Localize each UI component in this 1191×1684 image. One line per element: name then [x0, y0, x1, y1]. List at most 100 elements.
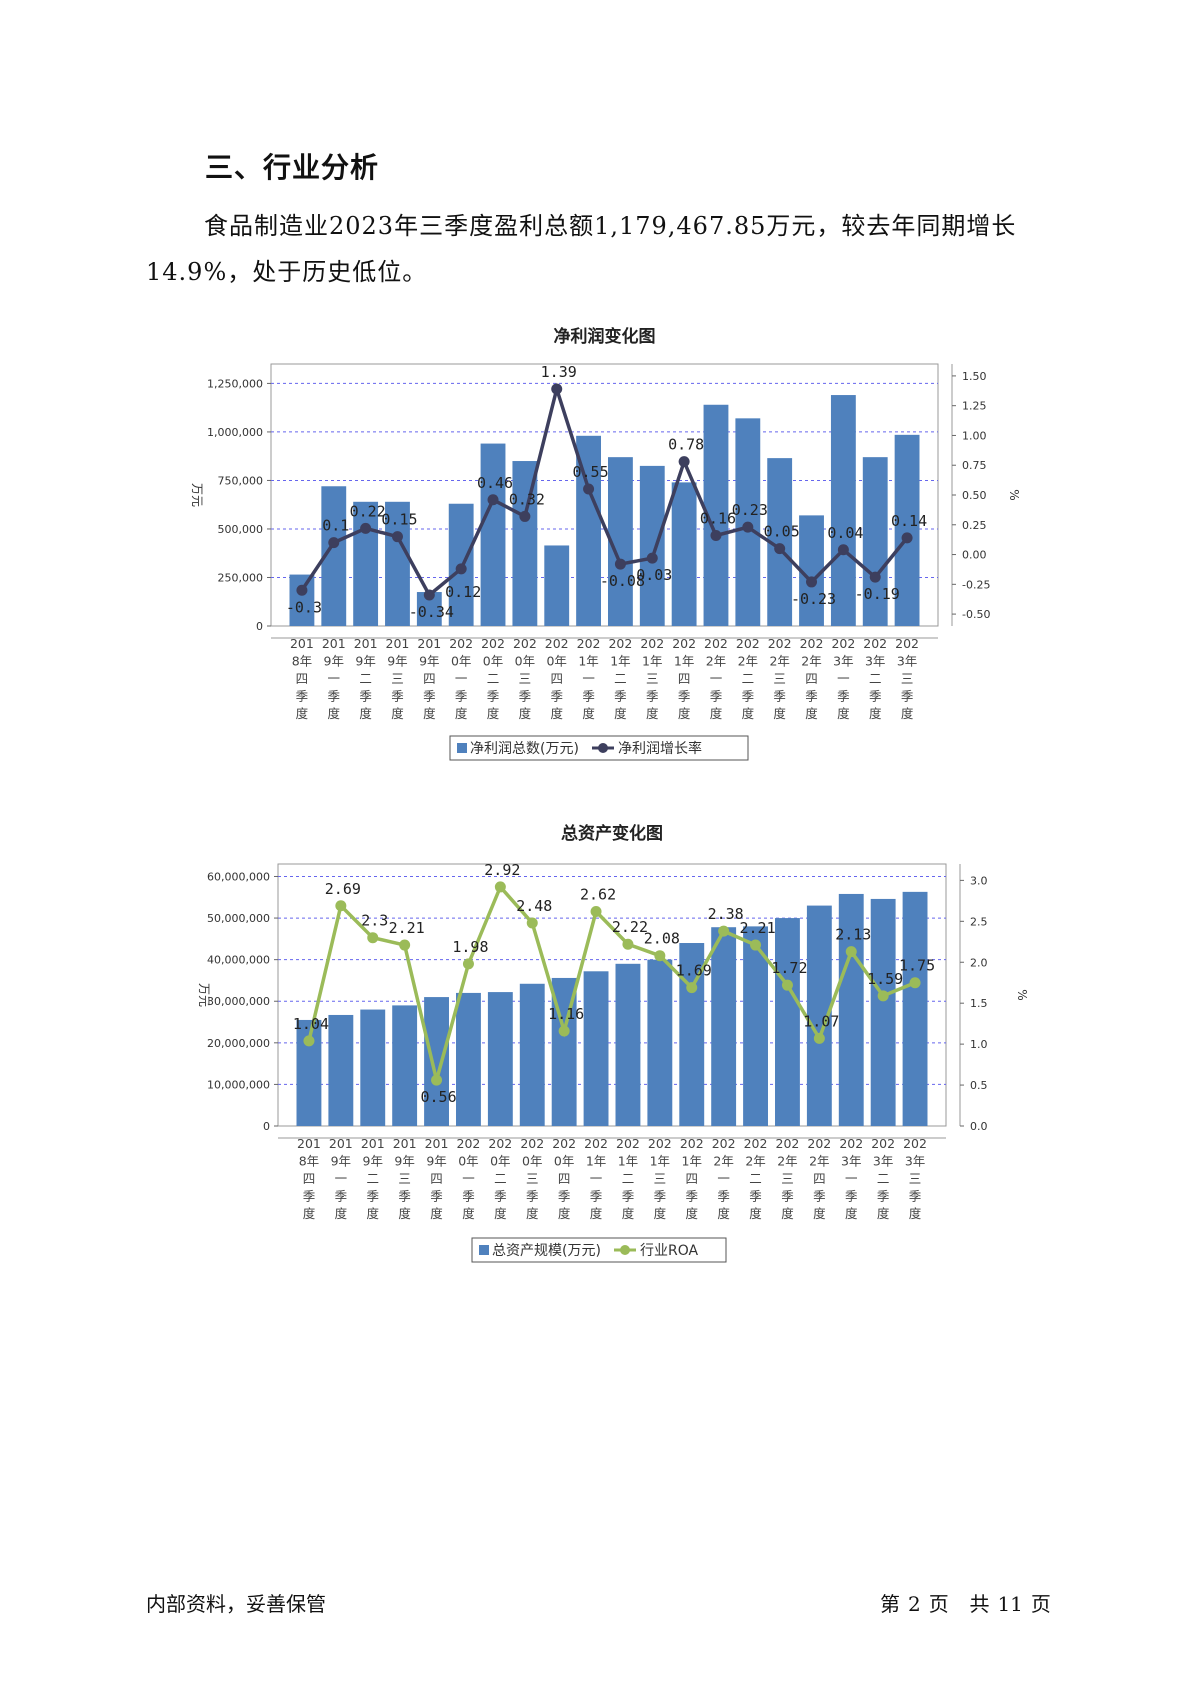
plot-area — [270, 363, 939, 627]
bar — [711, 927, 737, 1126]
data-label: 0.55 — [573, 463, 609, 481]
line-point — [455, 563, 467, 575]
x-tick-label: 度 — [781, 1206, 794, 1221]
bar — [385, 501, 410, 626]
x-tick-label: 202 — [616, 1136, 640, 1151]
x-tick-label: 202 — [768, 636, 792, 651]
y-tick-label: 1,000,000 — [207, 426, 263, 439]
x-tick-label: 一 — [717, 1171, 730, 1186]
legend-box — [471, 1237, 727, 1263]
data-label: 0.14 — [891, 512, 927, 530]
x-tick-label: 度 — [366, 1206, 379, 1221]
x-tick-label: 202 — [449, 636, 473, 651]
x-tick-label: 度 — [678, 706, 691, 721]
x-tick-label: 2年 — [809, 1154, 829, 1169]
x-tick-label: 度 — [622, 1206, 635, 1221]
x-tick-label: 季 — [423, 689, 436, 704]
x-tick-label: 度 — [398, 1206, 411, 1221]
data-label: 1.59 — [867, 970, 903, 988]
x-tick-label: 202 — [839, 1136, 863, 1151]
x-tick-label: 202 — [520, 1136, 544, 1151]
data-label: 1.16 — [548, 1005, 584, 1023]
y2-tick-label: 0.0 — [970, 1120, 988, 1133]
y-tick-label: 1,250,000 — [207, 377, 263, 390]
line-point — [845, 946, 857, 958]
x-tick-label: 202 — [871, 1136, 895, 1151]
bar — [424, 997, 449, 1126]
data-label: 2.21 — [389, 919, 425, 937]
y-tick-label: 250,000 — [218, 571, 264, 584]
line-point — [462, 958, 474, 970]
x-tick-label: 度 — [646, 706, 659, 721]
section-heading: 三、行业分析 — [205, 151, 380, 184]
x-tick-label: 0年 — [458, 1154, 478, 1169]
data-label: 0.23 — [732, 501, 768, 519]
data-label: 2.22 — [612, 918, 648, 936]
x-tick-label: 四 — [558, 1171, 571, 1186]
line-point — [494, 881, 506, 893]
x-tick-label: 9年 — [363, 1154, 383, 1169]
bar — [456, 992, 481, 1126]
x-tick-label: 9年 — [426, 1154, 446, 1169]
x-tick-label: 202 — [457, 1136, 481, 1151]
data-label: 0.16 — [700, 509, 736, 527]
summary-paragraph: 食品制造业2023年三季度盈利总额1,179,467.85万元，较去年同期增长1… — [146, 212, 1017, 286]
x-tick-label: 度 — [877, 1206, 890, 1221]
bar — [480, 443, 506, 626]
x-tick-label: 度 — [614, 706, 627, 721]
x-tick-label: 1年 — [674, 654, 694, 669]
line-point — [654, 950, 666, 962]
x-tick-label: 1年 — [682, 1154, 702, 1169]
x-tick-label: 3年 — [873, 1154, 893, 1169]
x-tick-label: 季 — [710, 689, 723, 704]
x-tick-label: 季 — [303, 1189, 316, 1204]
line-point — [877, 990, 889, 1002]
x-tick-label: 季 — [558, 1189, 571, 1204]
bar — [870, 898, 896, 1126]
x-tick-label: 季 — [526, 1189, 539, 1204]
page-num: 2 — [908, 1592, 921, 1616]
line-point — [813, 1032, 825, 1044]
x-tick-label: 度 — [462, 1206, 475, 1221]
plot-area — [277, 863, 947, 1127]
x-tick-label: 季 — [742, 689, 755, 704]
x-tick-label: 二 — [749, 1171, 762, 1186]
x-tick-label: 201 — [393, 1136, 417, 1151]
x-tick-label: 201 — [322, 636, 346, 651]
x-tick-label: 202 — [488, 1136, 512, 1151]
y-tick-label: 0 — [263, 1120, 270, 1133]
total-prefix: 共 — [969, 1592, 990, 1616]
data-label: 0.1 — [322, 517, 349, 535]
x-tick-label: 一 — [710, 671, 723, 686]
x-tick-label: 202 — [903, 1136, 927, 1151]
x-tick-label: 201 — [425, 1136, 449, 1151]
y2-tick-label: 2.5 — [970, 915, 988, 928]
x-tick-label: 二 — [742, 671, 755, 686]
bar — [487, 992, 513, 1126]
x-tick-label: 0年 — [546, 654, 566, 669]
x-tick-label: 度 — [710, 706, 723, 721]
total-num: 11 — [997, 1592, 1023, 1616]
x-tick-label: 1年 — [586, 1154, 606, 1169]
x-tick-label: 202 — [807, 1136, 831, 1151]
x-tick-label: 四 — [550, 671, 563, 686]
x-tick-label: 季 — [773, 689, 786, 704]
line-point — [367, 932, 379, 944]
data-label: -0.19 — [855, 585, 900, 603]
x-tick-label: 季 — [805, 689, 818, 704]
line-point — [869, 571, 881, 583]
x-tick-label: 一 — [582, 671, 595, 686]
y-tick-label: 30,000,000 — [207, 995, 270, 1008]
x-tick-label: 度 — [749, 1206, 762, 1221]
bar — [830, 395, 856, 626]
line-point — [710, 529, 722, 541]
y-tick-label: 40,000,000 — [207, 954, 270, 967]
x-tick-label: 2年 — [769, 654, 789, 669]
x-tick-label: 季 — [590, 1189, 603, 1204]
x-tick-label: 三 — [909, 1171, 922, 1186]
chart-title: 总资产变化图 — [561, 823, 663, 844]
data-label: 1.07 — [803, 1012, 839, 1030]
bar — [894, 434, 920, 626]
x-tick-label: 1年 — [650, 1154, 670, 1169]
x-tick-label: 度 — [742, 706, 755, 721]
